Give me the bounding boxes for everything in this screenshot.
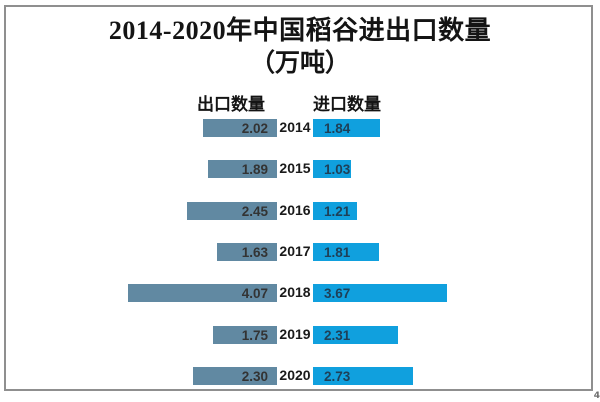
export-value-label: 1.75 [241, 327, 268, 343]
export-value-label: 4.07 [241, 285, 268, 301]
export-bar: 1.75 [213, 326, 277, 344]
chart-row: 1.89 2015 1.03 [0, 160, 600, 178]
corner-artifact: 4 [593, 391, 600, 401]
chart-row: 2.45 2016 1.21 [0, 202, 600, 220]
export-bar: 4.07 [128, 284, 277, 302]
page-frame [4, 5, 593, 391]
year-label: 2016 [279, 202, 311, 218]
legend-import-label: 进口数量 [313, 95, 381, 114]
chart-subtitle: （万吨） [249, 50, 350, 77]
export-bar: 1.89 [207, 160, 277, 178]
export-value-label: 1.63 [241, 244, 268, 260]
import-value-label: 1.84 [324, 120, 351, 136]
year-label: 2018 [279, 284, 311, 300]
import-bar: 1.21 [313, 202, 358, 220]
import-value-label: 1.21 [324, 203, 351, 219]
year-label: 2019 [279, 326, 311, 342]
export-value-label: 2.30 [241, 368, 268, 384]
import-bar: 2.31 [313, 326, 398, 344]
export-value-label: 1.89 [241, 161, 268, 177]
year-label: 2017 [279, 243, 311, 259]
import-bar: 3.67 [313, 284, 448, 302]
export-bar: 2.02 [203, 119, 277, 137]
import-bar: 1.81 [313, 243, 380, 261]
chart-row: 2.02 2014 1.84 [0, 119, 600, 137]
import-value-label: 2.73 [324, 368, 351, 384]
legend-export-label: 出口数量 [197, 95, 265, 114]
chart-row: 4.07 2018 3.67 [0, 284, 600, 302]
chart-row: 2.30 2020 2.73 [0, 367, 600, 385]
year-label: 2014 [279, 119, 311, 135]
export-value-label: 2.45 [241, 203, 268, 219]
chart-row: 1.63 2017 1.81 [0, 243, 600, 261]
import-value-label: 1.03 [324, 161, 351, 177]
import-value-label: 2.31 [324, 327, 351, 343]
export-bar: 2.30 [192, 367, 277, 385]
export-bar: 2.45 [187, 202, 277, 220]
import-bar: 1.84 [313, 119, 381, 137]
chart-title: 2014-2020年中国稻谷进出口数量 [108, 16, 492, 45]
export-value-label: 2.02 [241, 120, 268, 136]
chart-row: 1.75 2019 2.31 [0, 326, 600, 344]
import-value-label: 1.81 [324, 244, 351, 260]
export-bar: 1.63 [217, 243, 277, 261]
import-value-label: 3.67 [324, 285, 351, 301]
year-label: 2015 [279, 160, 311, 176]
import-bar: 1.03 [313, 160, 351, 178]
import-bar: 2.73 [313, 367, 413, 385]
year-label: 2020 [279, 367, 311, 383]
